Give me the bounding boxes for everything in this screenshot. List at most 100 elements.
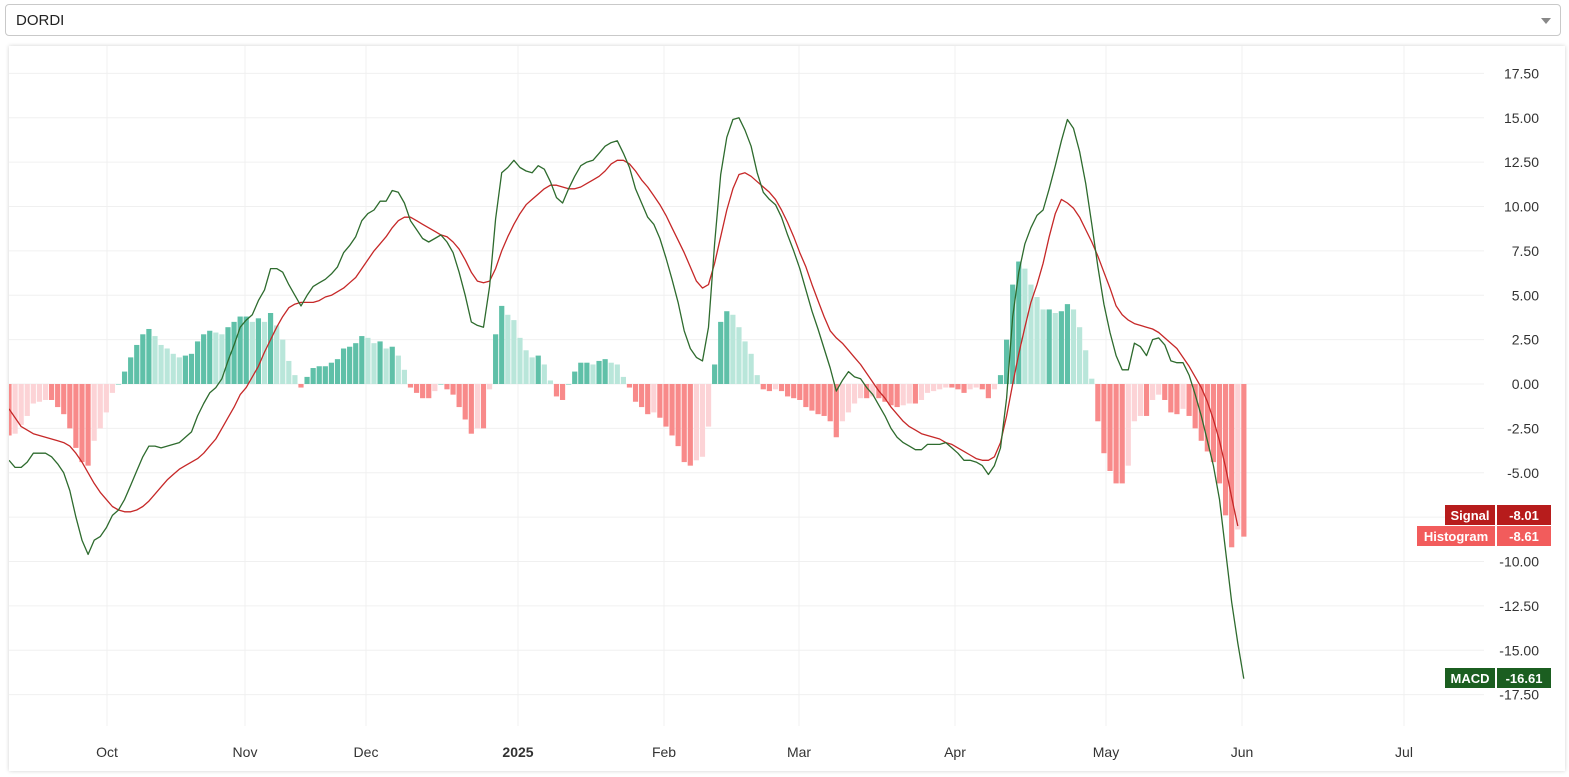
histogram-bar (1229, 384, 1235, 548)
y-tick-label: 5.00 (1512, 287, 1539, 303)
histogram-bar (1064, 304, 1071, 384)
histogram-bar (748, 353, 754, 384)
histogram-bar (839, 384, 845, 422)
histogram-bar (1198, 384, 1204, 441)
histogram-bar (1168, 384, 1174, 413)
histogram-bar (365, 337, 371, 384)
signal-line (8, 159, 1239, 527)
histogram-bar (626, 384, 633, 388)
signal-value-tag: Signal -8.01 (1445, 505, 1551, 525)
histogram-bar (322, 366, 328, 384)
histogram-bar (340, 348, 347, 384)
histogram-bar (1089, 378, 1095, 384)
histogram-bar (529, 357, 535, 384)
histogram-bar (754, 375, 760, 384)
y-tick-label: 12.50 (1504, 154, 1539, 170)
histogram-bar (1070, 309, 1077, 384)
histogram-bar (109, 384, 116, 393)
chart-panel[interactable]: 17.50 15.00 12.50 10.00 7.50 5.00 2.50 0.00 -2.5… (6, 46, 1565, 771)
histogram-bar (1235, 384, 1241, 530)
histogram-bar (499, 305, 505, 384)
x-tick-label: Jul (1395, 744, 1413, 760)
histogram-bar (523, 350, 529, 384)
histogram-bar (1131, 384, 1137, 422)
histogram-bar (918, 384, 925, 400)
histogram-bar (1034, 297, 1040, 384)
histogram-bar (438, 384, 444, 385)
histogram-bar (158, 344, 164, 384)
histogram-bar (292, 375, 298, 384)
histogram-bar (170, 353, 176, 384)
histogram-bar (505, 314, 511, 384)
histogram-bar (1192, 384, 1198, 429)
histogram-bar (1210, 384, 1217, 463)
histogram-bar (596, 360, 602, 384)
y-tick-label: 0.00 (1512, 376, 1539, 392)
histogram-bar (705, 384, 712, 427)
histogram-bar (188, 353, 195, 384)
histogram-bar (1137, 384, 1144, 416)
symbol-select[interactable]: DORDI (5, 4, 1561, 36)
histogram-bar (1113, 384, 1119, 484)
histogram-bar (468, 384, 474, 434)
histogram-bar (413, 384, 420, 393)
histogram-bar (103, 384, 109, 413)
y-tick-label: -12.50 (1499, 598, 1539, 614)
tag-name: MACD (1451, 671, 1490, 686)
histogram-bar (772, 384, 779, 390)
macd-chart[interactable]: 17.50 15.00 12.50 10.00 7.50 5.00 2.50 0.00 -2.5… (6, 46, 1565, 771)
tag-name-box (1445, 668, 1495, 688)
histogram-bar (1186, 384, 1192, 416)
histogram-bar (347, 346, 353, 384)
histogram-bar (663, 384, 669, 427)
histogram-bar (1095, 384, 1101, 422)
histogram-bar (1174, 384, 1180, 415)
y-tick-label: 2.50 (1512, 332, 1539, 348)
tag-name: Signal (1450, 508, 1489, 523)
histogram-bar (1223, 384, 1229, 516)
histogram-bar (699, 384, 706, 457)
histogram-bar (42, 384, 49, 400)
histogram-bar (979, 384, 985, 390)
histogram-bar (809, 384, 815, 411)
histogram-bar (778, 384, 785, 392)
histogram-bar (353, 343, 359, 384)
histogram-value-tag: Histogram -8.61 (1417, 526, 1551, 546)
histogram-bar (97, 384, 103, 429)
histogram-bar (286, 360, 292, 384)
histogram-bar (620, 376, 626, 384)
histogram-bar (736, 327, 742, 384)
histogram-bar (991, 384, 998, 390)
histogram-bar (803, 384, 809, 408)
histogram-bar (742, 341, 748, 384)
histogram-bar (401, 369, 407, 384)
x-tick-label: 2025 (502, 744, 533, 760)
histogram-bar (24, 384, 30, 416)
histogram-bar (924, 384, 931, 393)
histogram-bar (858, 384, 864, 399)
histogram-bar (955, 384, 961, 390)
histogram-bar (1101, 384, 1107, 454)
histogram-bar (894, 384, 900, 408)
y-tick-label: 17.50 (1504, 65, 1539, 81)
grid (9, 46, 1484, 726)
histogram-bar (632, 384, 639, 402)
histogram-bar (815, 384, 821, 415)
histogram-bar (712, 364, 718, 384)
histogram-bar (85, 384, 91, 466)
y-tick-label: -2.50 (1507, 420, 1539, 436)
histogram-bar (511, 320, 517, 384)
x-tick-label: Oct (96, 744, 118, 760)
histogram-bar (274, 325, 280, 384)
histogram-bar (486, 384, 493, 390)
y-tick-label: -17.50 (1499, 687, 1539, 703)
tag-value-box (1497, 505, 1551, 525)
histogram-bar (328, 362, 334, 384)
histogram-bar (1125, 384, 1131, 466)
tag-name: Histogram (1424, 529, 1488, 544)
y-tick-label: 15.00 (1504, 110, 1539, 126)
histogram-bar (931, 384, 937, 392)
histogram-bar (827, 384, 833, 422)
histogram-bar (48, 384, 55, 400)
histogram-bar (718, 321, 724, 384)
